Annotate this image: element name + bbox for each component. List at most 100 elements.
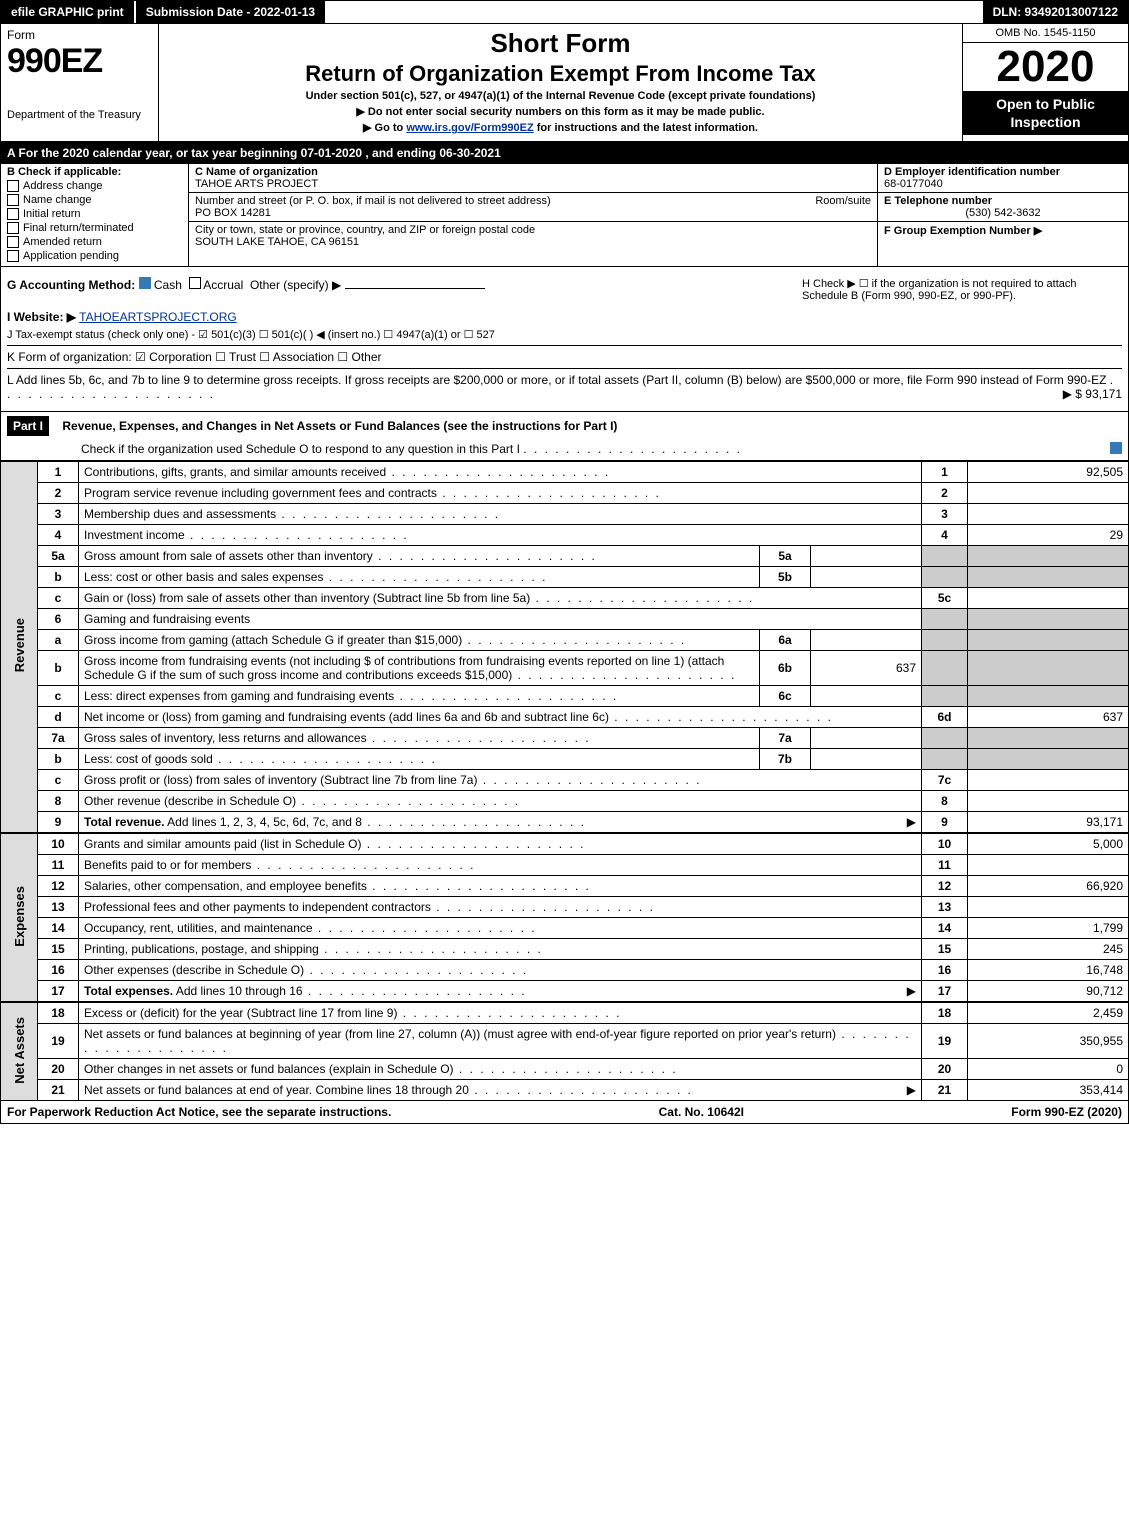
line-number: 6 [38, 609, 79, 630]
table-row: 5aGross amount from sale of assets other… [1, 546, 1129, 567]
amount-shaded [968, 686, 1129, 707]
amount [968, 770, 1129, 791]
dots-icon [437, 486, 661, 500]
dots-icon [386, 465, 610, 479]
dots-icon [319, 942, 543, 956]
ein-label: D Employer identification number [884, 166, 1122, 178]
chk-final-return[interactable]: Final return/terminated [7, 222, 182, 234]
accrual-label: Accrual [203, 278, 243, 292]
line-description: Gross profit or (loss) from sales of inv… [79, 770, 922, 791]
sub-amount [811, 630, 922, 651]
header-middle: Short Form Return of Organization Exempt… [159, 24, 963, 141]
line-description: Gain or (loss) from sale of assets other… [79, 588, 922, 609]
chk-address-change[interactable]: Address change [7, 180, 182, 192]
line-description: Net assets or fund balances at end of ye… [79, 1080, 922, 1101]
line-number: 2 [38, 483, 79, 504]
efile-print-button[interactable]: efile GRAPHIC print [1, 1, 136, 23]
line-ref: 2 [922, 483, 968, 504]
box-l: L Add lines 5b, 6c, and 7b to line 9 to … [7, 368, 1122, 401]
line-description: Excess or (deficit) for the year (Subtra… [79, 1003, 922, 1024]
amount-shaded [968, 728, 1129, 749]
line-number: 8 [38, 791, 79, 812]
dots-icon [609, 710, 833, 724]
cash-label: Cash [154, 278, 182, 292]
open-to-public: Open to Public Inspection [963, 91, 1128, 135]
line-number: 19 [38, 1024, 79, 1059]
amount: 66,920 [968, 876, 1129, 897]
dln-label: DLN: 93492013007122 [983, 1, 1128, 23]
sub-line-number: 5b [760, 567, 811, 588]
line-ref-shaded [922, 546, 968, 567]
form-ref: Form 990-EZ (2020) [1011, 1105, 1122, 1119]
section-g-to-l: G Accounting Method: Cash Accrual Other … [0, 267, 1129, 412]
line-description: Other revenue (describe in Schedule O) [79, 791, 922, 812]
sub-line-number: 6c [760, 686, 811, 707]
sub-line-number: 7a [760, 728, 811, 749]
table-row: 14Occupancy, rent, utilities, and mainte… [1, 918, 1129, 939]
line-ref: 8 [922, 791, 968, 812]
line-ref-shaded [922, 749, 968, 770]
amount-shaded [968, 749, 1129, 770]
other-specify-label: Other (specify) ▶ [250, 278, 341, 292]
line-description: Gross income from fundraising events (no… [79, 651, 760, 686]
sub-amount: 637 [811, 651, 922, 686]
line-description: Grants and similar amounts paid (list in… [79, 834, 922, 855]
irs-link[interactable]: www.irs.gov/Form990EZ [406, 122, 533, 134]
sub-line-number: 5a [760, 546, 811, 567]
box-e: E Telephone number (530) 542-3632 [878, 193, 1128, 222]
amount [968, 855, 1129, 876]
line-number: c [38, 686, 79, 707]
dots-icon [361, 837, 585, 851]
chk-label: Address change [23, 180, 103, 192]
line-number: 7a [38, 728, 79, 749]
dots-icon [251, 858, 475, 872]
info-block: B Check if applicable: Address change Na… [0, 164, 1129, 267]
arrow-icon: ▶ [907, 1083, 916, 1097]
chk-label: Amended return [23, 236, 102, 248]
table-row: 12Salaries, other compensation, and empl… [1, 876, 1129, 897]
cat-no: Cat. No. 10642I [659, 1105, 744, 1119]
box-h: H Check ▶ ☐ if the organization is not r… [802, 277, 1122, 302]
expenses-table: Expenses10Grants and similar amounts pai… [0, 833, 1129, 1002]
table-row: 13Professional fees and other payments t… [1, 897, 1129, 918]
dots-icon [185, 528, 409, 542]
line-ref: 1 [922, 462, 968, 483]
chk-initial-return[interactable]: Initial return [7, 208, 182, 220]
website-label: I Website: ▶ [7, 310, 76, 324]
line-number: b [38, 749, 79, 770]
section-side-label: Revenue [1, 462, 38, 833]
website-link[interactable]: TAHOEARTSPROJECT.ORG [79, 310, 237, 324]
line-ref: 17 [922, 981, 968, 1002]
header-right: OMB No. 1545-1150 2020 Open to Public In… [963, 24, 1128, 141]
checkbox-icon [189, 277, 201, 289]
table-row: bGross income from fundraising events (n… [1, 651, 1129, 686]
table-row: 11Benefits paid to or for members11 [1, 855, 1129, 876]
submission-date-button[interactable]: Submission Date - 2022-01-13 [136, 1, 327, 23]
dots-icon [313, 921, 537, 935]
org-city-row: City or town, state or province, country… [189, 222, 877, 250]
line-description: Gross amount from sale of assets other t… [79, 546, 760, 567]
amount: 90,712 [968, 981, 1129, 1002]
table-row: Revenue1Contributions, gifts, grants, an… [1, 462, 1129, 483]
box-i: I Website: ▶ TAHOEARTSPROJECT.ORG [7, 310, 1122, 324]
amount: 5,000 [968, 834, 1129, 855]
chk-application-pending[interactable]: Application pending [7, 250, 182, 262]
line-ref-shaded [922, 651, 968, 686]
short-form-title: Short Form [167, 28, 954, 59]
line-number: 5a [38, 546, 79, 567]
chk-amended-return[interactable]: Amended return [7, 236, 182, 248]
table-row: 19Net assets or fund balances at beginni… [1, 1024, 1129, 1059]
line-description: Net income or (loss) from gaming and fun… [79, 707, 922, 728]
part-1-badge: Part I [7, 416, 49, 436]
amount-shaded [968, 567, 1129, 588]
line-ref: 5c [922, 588, 968, 609]
sub-amount [811, 567, 922, 588]
line-ref: 12 [922, 876, 968, 897]
chk-name-change[interactable]: Name change [7, 194, 182, 206]
box-f: F Group Exemption Number ▶ [878, 222, 1128, 239]
other-specify-input[interactable] [345, 288, 485, 289]
amount: 29 [968, 525, 1129, 546]
amount: 2,459 [968, 1003, 1129, 1024]
amount: 245 [968, 939, 1129, 960]
part-1-title: Revenue, Expenses, and Changes in Net As… [62, 419, 617, 433]
